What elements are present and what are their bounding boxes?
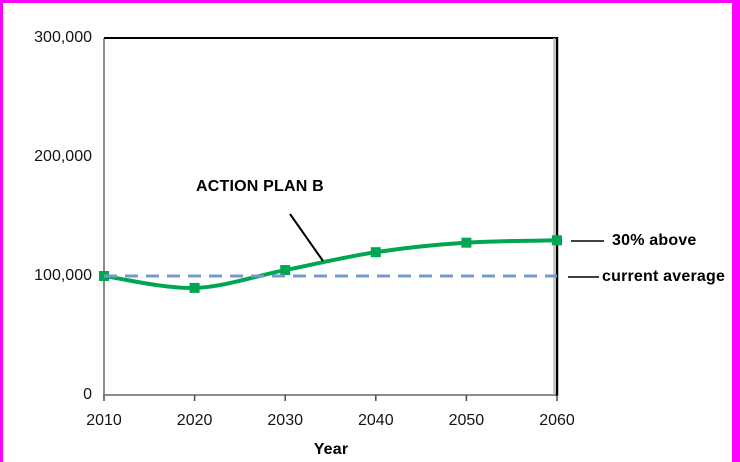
x-tick-label: 2010 [86, 412, 122, 429]
series-marker [370, 247, 381, 258]
x-tick-label: 2040 [358, 412, 394, 429]
y-tick-label: 300,000 [34, 29, 92, 46]
window-border-left [0, 0, 3, 462]
current-average-label: current average [602, 268, 726, 285]
series-marker [552, 235, 562, 246]
thirty-percent-above-label: 30% above [612, 232, 697, 249]
x-tick-label: 2020 [176, 412, 213, 429]
window-border-right [732, 0, 740, 462]
action-plan-pointer-line [289, 213, 324, 262]
x-axis-title: Year [313, 441, 349, 458]
series-annotation-label: ACTION PLAN B [196, 178, 324, 195]
x-tick-label: 2060 [539, 412, 575, 429]
x-tick-label: 2030 [267, 412, 303, 429]
y-tick-label: 200,000 [34, 148, 92, 165]
y-tick-label: 100,000 [34, 267, 92, 284]
series-line-action-plan-b [102, 238, 559, 290]
series-marker [189, 282, 200, 293]
x-tick-label: 2050 [448, 412, 485, 429]
y-tick-label: 0 [83, 386, 92, 403]
window-border-top [0, 0, 740, 3]
series-marker [461, 237, 472, 248]
series-marker [280, 265, 291, 276]
